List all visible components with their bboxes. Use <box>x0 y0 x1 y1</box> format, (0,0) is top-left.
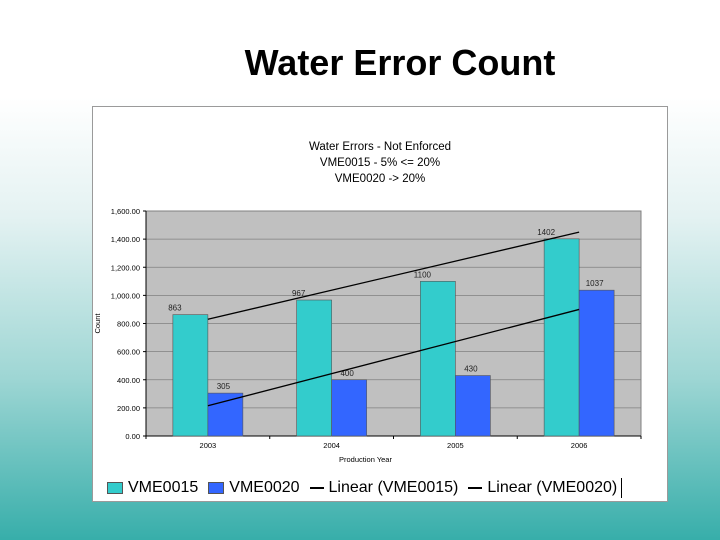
data-label-vme0020-2004: 400 <box>340 369 354 378</box>
slide-title: Water Error Count <box>244 42 556 83</box>
bar-vme0015-2006 <box>543 238 580 437</box>
data-label-vme0020-2005: 430 <box>464 365 478 374</box>
x-tick-label: 2006 <box>571 441 588 450</box>
chart-title-line-3: VME0020 -> 20% <box>334 173 426 185</box>
legend-swatch-vme0020 <box>208 482 225 494</box>
data-label-vme0015-2006: 1402 <box>537 228 555 237</box>
legend-label-vme0020: VME0020 <box>229 479 300 496</box>
bar-vme0020-2003 <box>207 392 244 437</box>
chart-title-line-1: Water Errors - Not Enforced <box>308 141 452 153</box>
y-tick-label: 200.00 <box>117 404 140 413</box>
y-tick-label: 400.00 <box>117 376 140 385</box>
legend-label-linear-vme0015: Linear (VME0015) <box>328 479 459 496</box>
data-label-vme0020-2006: 1037 <box>586 279 604 288</box>
x-tick-label: 2004 <box>323 441 340 450</box>
y-tick-label: 1,600.00 <box>111 207 140 216</box>
legend-item-vme0015: VME0015 <box>107 479 198 497</box>
x-tick-label: 2005 <box>447 441 464 450</box>
y-axis-title: Count <box>93 313 102 334</box>
data-label-vme0015-2004: 967 <box>292 289 306 298</box>
bar-vme0015-2005 <box>420 281 456 437</box>
bar-vme0020-2005 <box>455 375 491 437</box>
legend-item-vme0020: VME0020 <box>208 479 300 497</box>
trendline-0 <box>207 231 580 320</box>
chart-legend: VME0015 VME0020 Linear (VME0015) Linear … <box>107 477 623 499</box>
legend-border-mark <box>621 478 623 498</box>
bar-vme0015-2003 <box>172 314 209 437</box>
legend-item-linear-vme0015: Linear (VME0015) <box>309 479 459 497</box>
x-tick-label: 2003 <box>200 441 217 450</box>
chart-frame: Water Errors - Not Enforced VME0015 - 5%… <box>92 106 668 502</box>
legend-swatch-vme0015 <box>107 482 123 494</box>
legend-line-linear-vme0020 <box>468 487 483 489</box>
data-label-vme0020-2003: 305 <box>217 382 231 391</box>
y-tick-label: 0.00 <box>125 432 140 441</box>
bar-vme0020-2006 <box>578 289 615 437</box>
y-tick-label: 1,000.00 <box>111 291 140 300</box>
bar-vme0015-2004 <box>296 299 332 437</box>
legend-label-vme0015: VME0015 <box>128 479 199 496</box>
chart-svg: 0.00 200.00 400.00 600.00 800.00 1,000.00 1,20… <box>93 207 642 464</box>
legend-label-linear-vme0020: Linear (VME0020) <box>487 479 618 496</box>
legend-line-linear-vme0015 <box>309 487 324 489</box>
y-tick-label: 1,200.00 <box>111 263 140 272</box>
y-tick-label: 600.00 <box>117 348 140 357</box>
x-axis-title: Production Year <box>339 455 392 464</box>
trendline-1 <box>207 308 580 407</box>
y-tick-label: 1,400.00 <box>111 235 140 244</box>
data-label-vme0015-2005: 1100 <box>414 270 432 279</box>
data-label-vme0015-2003: 863 <box>168 304 182 313</box>
bar-vme0020-2004 <box>331 379 367 437</box>
y-tick-label: 800.00 <box>117 320 140 329</box>
legend-item-linear-vme0020: Linear (VME0020) <box>468 479 617 497</box>
chart-title-line-2: VME0015 - 5% <= 20% <box>319 157 441 169</box>
